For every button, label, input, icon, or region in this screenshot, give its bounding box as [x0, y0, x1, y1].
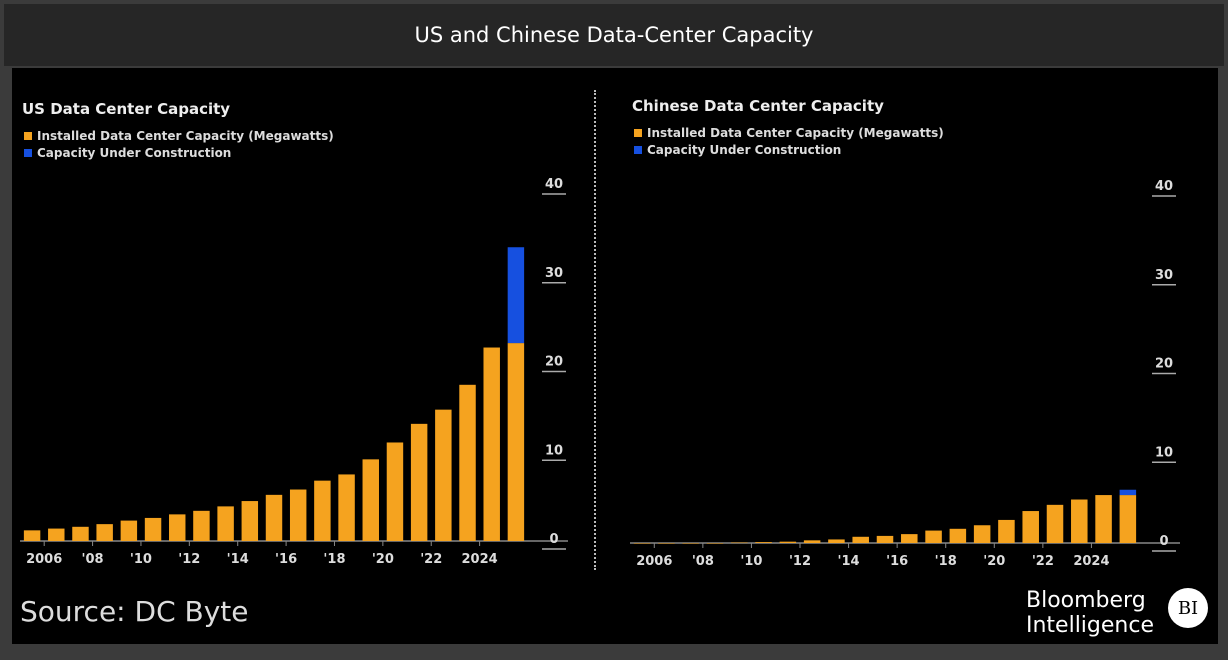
china-bar-installed-2019: [973, 525, 991, 543]
us-bar-installed-2024: [483, 347, 500, 541]
china-bar-installed-2025: [1119, 495, 1137, 543]
china-legend-installed: Installed Data Center Capacity (Megawatt…: [634, 126, 944, 140]
china-x-tick-label: 2024: [1073, 554, 1109, 569]
china-bar-installed-2017: [925, 530, 942, 543]
china-bar-installed-2013: [828, 539, 845, 543]
china-legend-construction: Capacity Under Construction: [634, 143, 841, 157]
china-bar-installed-2012: [803, 540, 821, 543]
bi-badge-logo: BI: [1168, 588, 1208, 628]
us-bar-installed-2016: [289, 489, 307, 541]
china-x-tick-label: 2006: [636, 554, 672, 569]
china-bar-installed-2014: [852, 536, 869, 543]
legend-swatch-construction: [24, 149, 32, 157]
china-bar-installed-2024: [1095, 495, 1112, 543]
china-x-tick-label: '16: [886, 554, 908, 569]
china-y-tick-label: 0: [1159, 534, 1168, 549]
main-title: US and Chinese Data-Center Capacity: [414, 23, 814, 47]
legend-label: Installed Data Center Capacity (Megawatt…: [647, 126, 944, 140]
bloomberg-intelligence-logo: Bloomberg Intelligence: [1026, 588, 1154, 638]
us-bar-installed-2006: [48, 528, 65, 541]
china-bar-installed-2023: [1071, 499, 1088, 543]
us-bar-installed-2009: [120, 520, 138, 541]
china-bar-installed-2005: [633, 543, 651, 544]
china-y-tick-label: 40: [1155, 179, 1173, 194]
us-legend-installed: Installed Data Center Capacity (Megawatt…: [24, 129, 334, 143]
legend-label: Capacity Under Construction: [37, 146, 232, 160]
us-x-tick-label: '16: [275, 552, 297, 567]
us-bar-installed-2010: [144, 517, 162, 541]
us-x-tick-label: 2006: [26, 552, 62, 567]
china-x-tick-label: '22: [1032, 554, 1054, 569]
legend-swatch-installed: [634, 129, 642, 137]
us-bar-installed-2021: [410, 423, 428, 541]
us-x-tick-label: '12: [178, 552, 200, 567]
china-bar-installed-2018: [949, 528, 967, 543]
us-x-tick-label: '20: [372, 552, 394, 567]
us-x-tick-label: 2024: [462, 552, 498, 567]
us-x-tick-label: '22: [420, 552, 442, 567]
china-bar-installed-2015: [876, 535, 894, 543]
chart-panel: US Data Center Capacity Installed Data C…: [12, 68, 1218, 644]
china-bar-installed-2007: [682, 543, 699, 544]
china-bar-installed-2022: [1046, 504, 1064, 543]
us-y-tick-label: 20: [545, 355, 563, 370]
china-x-tick-label: '08: [692, 554, 714, 569]
china-x-tick-label: '18: [935, 554, 957, 569]
us-bar-installed-2017: [314, 480, 331, 541]
china-y-tick-label: 30: [1155, 268, 1173, 283]
logo-line2: Intelligence: [1025, 613, 1154, 638]
us-bar-installed-2013: [217, 506, 234, 541]
us-chart-title: US Data Center Capacity: [22, 100, 231, 118]
us-bar-installed-2020: [386, 442, 404, 541]
china-y-tick-label: 20: [1155, 357, 1173, 372]
china-x-tick-label: '10: [740, 554, 762, 569]
china-bar-installed-2006: [658, 543, 675, 544]
us-legend-construction: Capacity Under Construction: [24, 146, 231, 160]
us-y-tick-label: 30: [545, 266, 563, 281]
us-bar-installed-2022: [435, 409, 452, 541]
china-x-tick-label: '14: [838, 554, 860, 569]
us-bar-installed-2018: [338, 474, 355, 541]
us-x-tick-label: '08: [82, 552, 104, 567]
china-x-tick-label: '20: [983, 554, 1005, 569]
us-bar-installed-2025: [507, 343, 525, 541]
china-bar-installed-2020: [998, 519, 1015, 543]
chart-header: US and Chinese Data-Center Capacity: [4, 4, 1224, 66]
source-note: Source: DC Byte: [20, 595, 249, 628]
us-bar-installed-2023: [459, 384, 476, 541]
china-bar-installed-2009: [731, 542, 748, 544]
china-chart-title: Chinese Data Center Capacity: [632, 97, 884, 115]
us-bar-installed-2012: [193, 510, 210, 541]
china-bar-installed-2016: [901, 534, 918, 543]
china-bar-installed-2008: [706, 543, 724, 544]
legend-label: Capacity Under Construction: [647, 143, 842, 157]
us-y-tick-label: 10: [545, 443, 563, 458]
us-bar-installed-2014: [241, 501, 259, 541]
legend-label: Installed Data Center Capacity (Megawatt…: [37, 129, 334, 143]
us-bar-installed-2005: [23, 530, 41, 541]
china-bar-installed-2021: [1022, 511, 1039, 543]
us-x-tick-label: '14: [227, 552, 249, 567]
china-bar-installed-2010: [755, 542, 772, 543]
us-bar-installed-2019: [362, 459, 379, 541]
panel-divider: [594, 90, 596, 570]
legend-swatch-construction: [634, 146, 642, 154]
legend-swatch-installed: [24, 132, 32, 140]
us-x-tick-label: '18: [323, 552, 345, 567]
us-y-tick-label: 40: [545, 177, 563, 192]
us-y-tick-label: 0: [549, 532, 558, 547]
us-bar-construction-2025: [507, 247, 525, 344]
us-bar-installed-2008: [96, 524, 113, 541]
us-bar-installed-2011: [169, 514, 186, 541]
us-x-tick-label: '10: [130, 552, 152, 567]
china-x-tick-label: '12: [789, 554, 811, 569]
china-bar-installed-2011: [779, 541, 797, 543]
china-bar-construction-2025: [1119, 489, 1137, 496]
us-bar-installed-2015: [265, 494, 283, 541]
china-y-tick-label: 10: [1155, 445, 1173, 460]
us-bar-installed-2007: [72, 526, 89, 541]
logo-line1: Bloomberg: [1025, 588, 1146, 613]
